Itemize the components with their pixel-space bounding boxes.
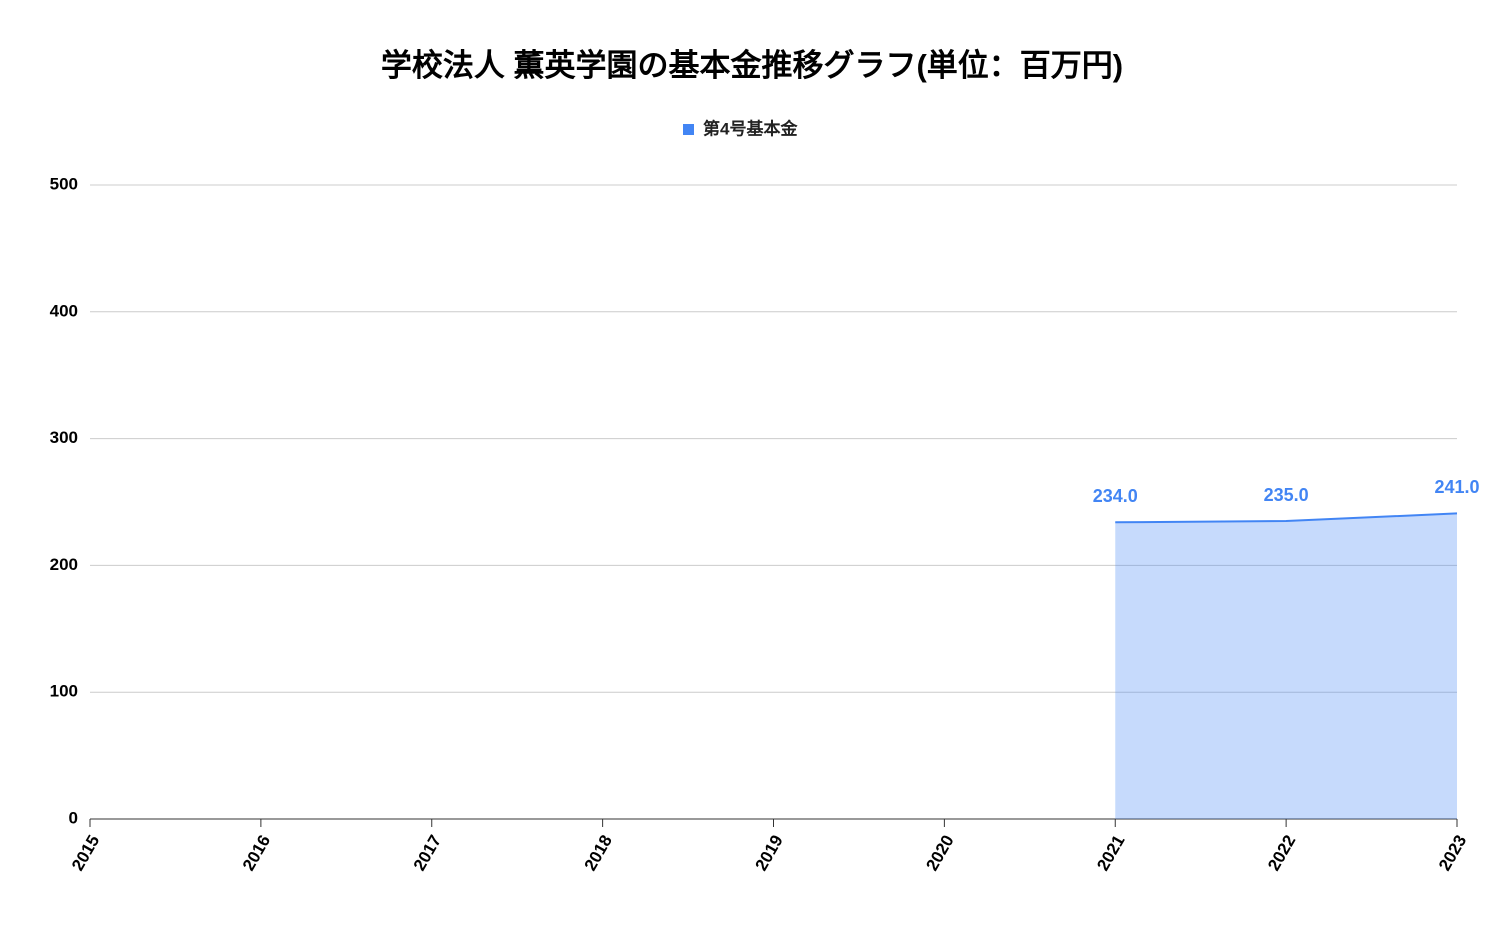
y-tick-label: 400 — [50, 301, 78, 320]
y-tick-label: 0 — [69, 808, 78, 827]
y-tick-label: 200 — [50, 555, 78, 574]
y-tick-label: 300 — [50, 428, 78, 447]
area-line — [1115, 512, 1458, 524]
legend-swatch — [683, 124, 694, 135]
legend-label: 第4号基本金 — [703, 118, 798, 138]
area-fill — [1115, 513, 1457, 819]
data-label: 241.0 — [1434, 477, 1479, 497]
y-tick-label: 100 — [50, 682, 78, 701]
data-label: 234.0 — [1093, 486, 1138, 506]
chart-title: 学校法人 薫英学園の基本金推移グラフ(単位：百万円) — [381, 48, 1123, 83]
y-tick-label: 500 — [50, 174, 78, 193]
data-label: 235.0 — [1264, 485, 1309, 505]
